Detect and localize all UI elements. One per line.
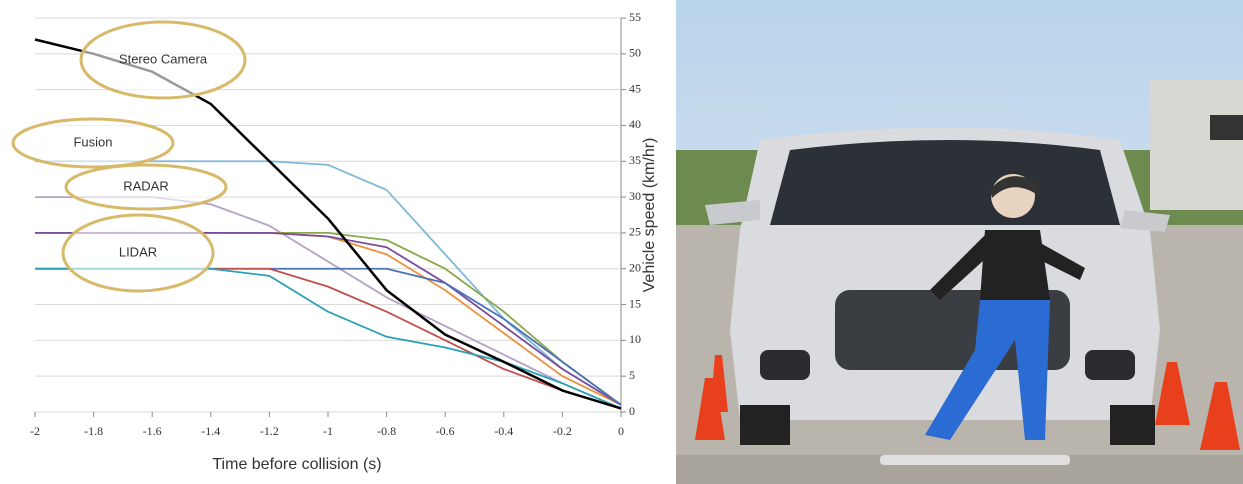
photo (676, 0, 1243, 484)
y-tick-label: 55 (629, 10, 641, 24)
y-tick-label: 40 (629, 117, 641, 131)
x-tick-label: -1.8 (84, 424, 103, 438)
annotation-ellipse (64, 163, 228, 211)
y-tick-label: 0 (629, 404, 635, 418)
y-tick-label: 35 (629, 153, 641, 167)
y-tick-label: 25 (629, 225, 641, 239)
y-tick-label: 30 (629, 189, 641, 203)
annotation: LIDAR (119, 244, 157, 259)
annotation-ellipse (11, 117, 175, 169)
annotation-ellipse (79, 20, 247, 100)
x-tick-label: -1 (323, 424, 333, 438)
x-tick-label: -2 (30, 424, 40, 438)
x-tick-label: -0.4 (494, 424, 513, 438)
annotation: Stereo Camera (119, 51, 208, 66)
y-tick-label: 50 (629, 46, 641, 60)
annotation: Fusion (73, 134, 112, 149)
y-tick-label: 20 (629, 260, 641, 274)
y-tick-label: 45 (629, 81, 641, 95)
x-tick-label: -1.2 (260, 424, 279, 438)
y-tick-label: 5 (629, 368, 635, 382)
x-tick-label: -0.2 (553, 424, 572, 438)
x-tick-label: -1.6 (143, 424, 162, 438)
annotation: RADAR (123, 178, 169, 193)
y-tick-label: 15 (629, 296, 641, 310)
x-tick-label: -0.6 (436, 424, 455, 438)
y-tick-label: 10 (629, 332, 641, 346)
annotation-ellipse (61, 213, 215, 293)
x-axis-label: Time before collision (s) (212, 456, 381, 473)
y-axis-label: Vehicle speed (km/hr) (641, 138, 658, 293)
x-tick-label: -0.8 (377, 424, 396, 438)
x-tick-label: 0 (618, 424, 624, 438)
x-tick-label: -1.4 (201, 424, 220, 438)
